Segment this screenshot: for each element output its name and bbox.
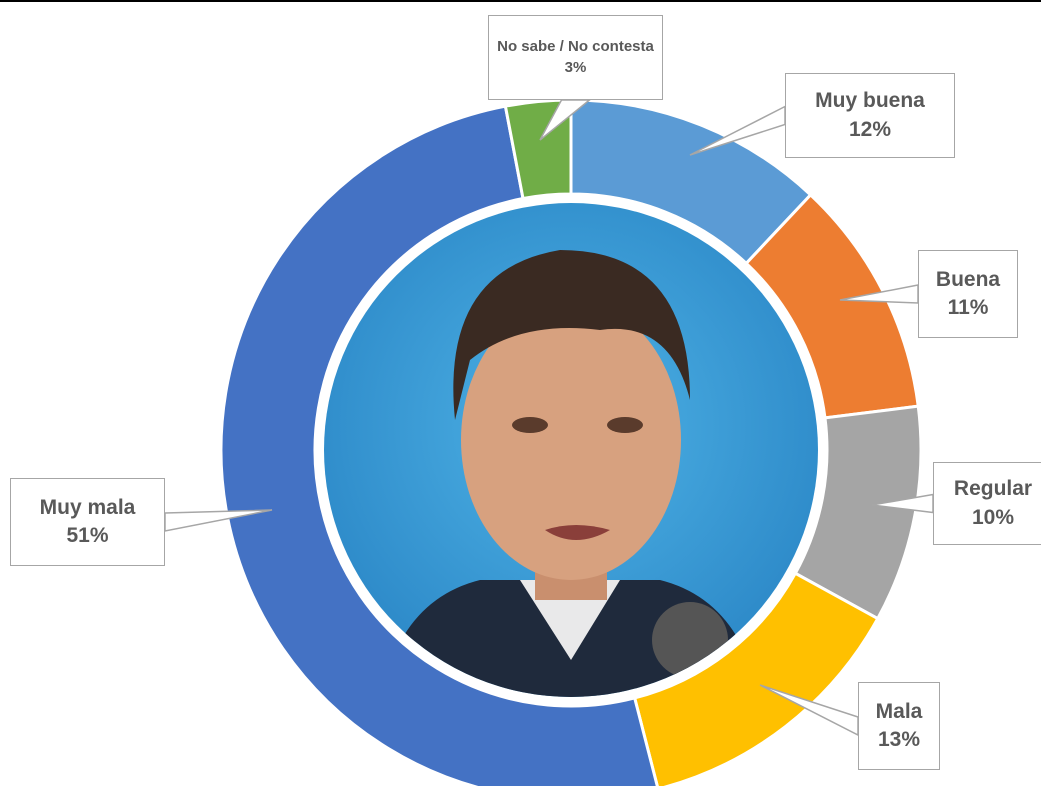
value-label: 10% <box>971 505 1015 529</box>
callout: Regular 10% <box>933 462 1041 545</box>
callout: Mala 13% <box>858 682 940 770</box>
callout-pointer <box>539 99 592 141</box>
callout: Muy mala 51% <box>10 478 165 566</box>
value-label: 13% <box>877 728 921 751</box>
category-label: Muy buena <box>815 89 925 113</box>
callout: No sabe / No contesta 3% <box>488 15 663 100</box>
callout: Buena 11% <box>918 250 1018 338</box>
category-label: Regular <box>953 477 1033 501</box>
category-label: Muy mala <box>39 495 136 519</box>
slices <box>219 98 923 786</box>
category-label: Buena <box>935 267 1001 291</box>
value-label: 11% <box>947 296 989 319</box>
callout-pointer <box>164 509 273 532</box>
photo <box>324 203 818 697</box>
value-label: 51% <box>66 524 109 547</box>
category-label: Mala <box>875 699 923 723</box>
category-label: No sabe / No contesta <box>497 38 654 56</box>
callout: Muy buena 12% <box>785 73 955 158</box>
photo-ring <box>314 193 828 707</box>
value-label: 12% <box>848 117 892 141</box>
value-label: 3% <box>564 58 587 76</box>
